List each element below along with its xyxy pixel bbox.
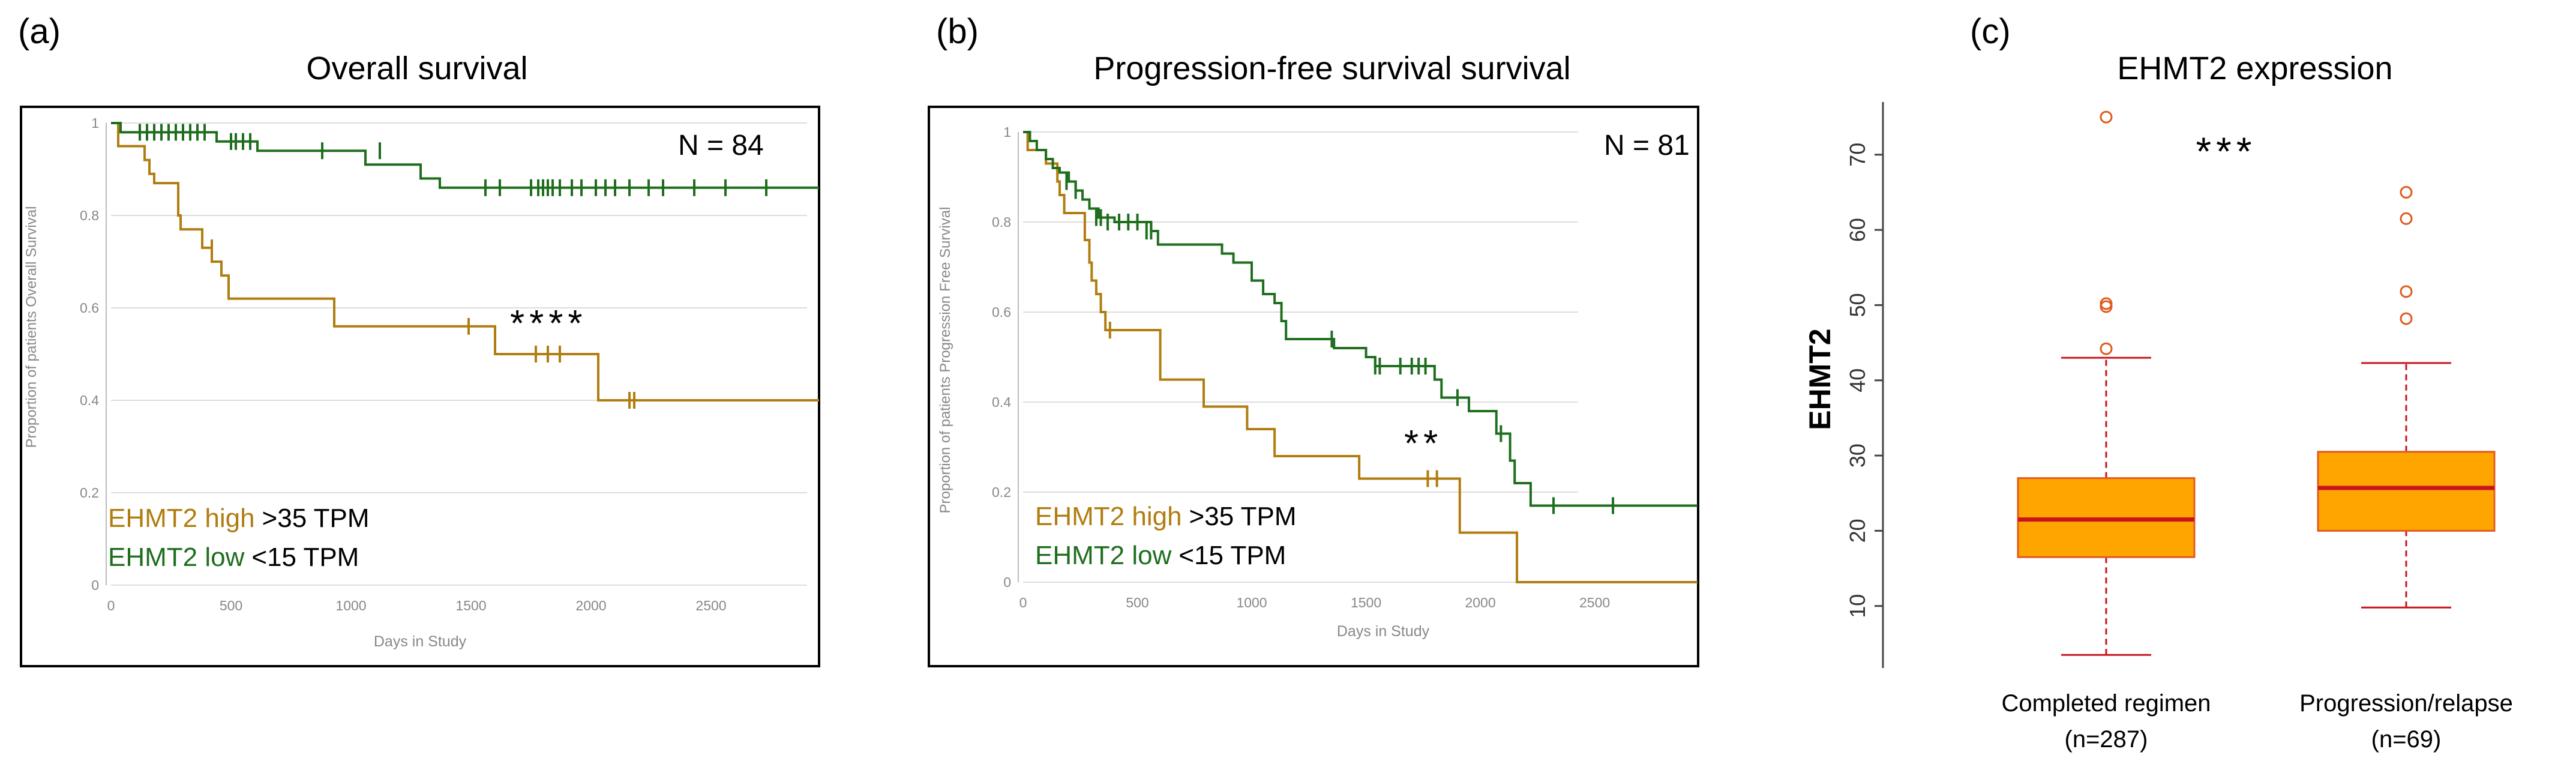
legend-b: EHMT2 high >35 TPM EHMT2 low <15 TPM — [1035, 502, 1297, 570]
panel-label-c: (c) — [1970, 12, 2011, 51]
xtick-b-1: 500 — [1126, 595, 1148, 610]
ytick-c-2: 30 — [1845, 444, 1870, 468]
xtick-b-4: 2000 — [1465, 595, 1495, 610]
n-label-a: N = 84 — [678, 130, 764, 161]
xtick-a-1: 500 — [220, 598, 242, 613]
box-1 — [2317, 451, 2496, 532]
legend-b-low: EHMT2 low <15 TPM — [1035, 541, 1286, 570]
km-curve-b-1 — [1023, 131, 1698, 507]
ytick-c-4: 50 — [1845, 293, 1870, 317]
xtick-b-0: 0 — [1019, 595, 1027, 610]
category-label-progression: Progression/relapse — [2299, 690, 2513, 717]
ytick-a-3: 0.6 — [80, 300, 99, 316]
frame-b — [928, 106, 1699, 667]
xtick-a-5: 2500 — [695, 598, 726, 613]
outlier-1-0 — [2400, 312, 2413, 325]
ytick-b-5: 1 — [1003, 124, 1011, 140]
panel-b: (b) Progression-free survival survival 0… — [928, 12, 1699, 667]
ytick-b-4: 0.8 — [992, 214, 1011, 230]
legend-a-high-name: EHMT2 high — [108, 504, 255, 533]
ytick-c-6: 70 — [1845, 143, 1870, 167]
ytick-c-0: 10 — [1845, 594, 1870, 618]
ytick-b-2: 0.4 — [992, 394, 1011, 410]
km-curve-a-1 — [111, 122, 819, 189]
outlier-0-0 — [2100, 342, 2113, 355]
legend-b-high: EHMT2 high >35 TPM — [1035, 502, 1297, 531]
panel-c: (c) EHMT2 expression EHMT2 10 20 30 40 50 60 7… — [1803, 12, 2513, 753]
km-curve-a-0 — [111, 122, 819, 402]
curves-a — [111, 122, 819, 409]
legend-a-low: EHMT2 low <15 TPM — [108, 543, 359, 572]
ylabel-c: EHMT2 — [1803, 328, 1837, 430]
significance-b: ** — [1404, 423, 1443, 465]
ytick-c-3: 40 — [1845, 368, 1870, 393]
xtick-b-3: 1500 — [1351, 595, 1381, 610]
xtick-a-4: 2000 — [575, 598, 606, 613]
legend-b-low-rest: <15 TPM — [1178, 541, 1286, 570]
outlier-1-2 — [2400, 212, 2413, 225]
significance-c: *** — [2196, 129, 2256, 173]
xtick-a-0: 0 — [107, 598, 115, 613]
ytick-b-0: 0 — [1003, 574, 1011, 590]
legend-a-low-rest: <15 TPM — [251, 543, 359, 572]
n-label-b: N = 81 — [1604, 130, 1690, 161]
ytick-a-4: 0.8 — [80, 208, 99, 223]
panel-a: (a) Overall survival 0 0.2 0.4 0.6 0.8 1 0 500 1… — [18, 12, 820, 667]
km-curve-b-0 — [1023, 131, 1698, 583]
title-b: Progression-free survival survival — [1093, 50, 1570, 86]
axes-a: 0 0.2 0.4 0.6 0.8 1 0 500 1000 1500 2000 2500 — [80, 115, 807, 613]
panel-label-b: (b) — [936, 12, 979, 51]
category-label-completed: Completed regimen — [2001, 690, 2211, 717]
ytick-c-1: 20 — [1845, 519, 1870, 543]
legend-a-high: EHMT2 high >35 TPM — [108, 504, 370, 533]
legend-b-high-rest: >35 TPM — [1189, 502, 1297, 531]
xtick-a-2: 1000 — [335, 598, 366, 613]
outlier-1-3 — [2400, 185, 2413, 199]
ytick-a-5: 1 — [91, 115, 99, 131]
xtick-b-2: 1000 — [1236, 595, 1267, 610]
ylabel-a: Proportion of patients Overall Survival — [23, 206, 40, 448]
category-n-completed: (n=287) — [2065, 726, 2148, 753]
ylabel-b: Proportion of patients Progression Free … — [937, 207, 953, 514]
significance-a: **** — [510, 303, 587, 344]
legend-b-low-name: EHMT2 low — [1035, 541, 1172, 570]
panel-label-a: (a) — [18, 12, 61, 51]
ytick-a-0: 0 — [91, 577, 99, 593]
xlabel-a: Days in Study — [374, 633, 467, 650]
legend-a-high-rest: >35 TPM — [262, 504, 370, 533]
outlier-1-1 — [2400, 285, 2413, 298]
title-a: Overall survival — [306, 50, 527, 86]
ytick-c-5: 60 — [1845, 218, 1870, 242]
boxes-c — [2017, 110, 2496, 656]
curves-b — [1023, 131, 1698, 583]
ytick-b-1: 0.2 — [992, 484, 1011, 500]
category-n-progression: (n=69) — [2371, 726, 2442, 753]
outlier-0-3 — [2100, 110, 2113, 124]
ytick-a-1: 0.2 — [80, 485, 99, 501]
axes-c: 10 20 30 40 50 60 70 — [1845, 143, 1883, 618]
legend-a: EHMT2 high >35 TPM EHMT2 low <15 TPM — [108, 504, 370, 572]
ytick-b-3: 0.6 — [992, 304, 1011, 320]
title-c: EHMT2 expression — [2117, 50, 2392, 86]
ytick-a-2: 0.4 — [80, 393, 99, 408]
frame-a — [20, 106, 820, 667]
legend-b-high-name: EHMT2 high — [1035, 502, 1182, 531]
outlier-0-2 — [2100, 297, 2113, 310]
xtick-b-5: 2500 — [1579, 595, 1610, 610]
xtick-a-3: 1500 — [455, 598, 486, 613]
axes-b: 0 0.2 0.4 0.6 0.8 1 0 500 1000 1500 2000 2500 — [992, 124, 1610, 610]
legend-a-low-name: EHMT2 low — [108, 543, 245, 572]
xlabel-b: Days in Study — [1337, 623, 1430, 640]
